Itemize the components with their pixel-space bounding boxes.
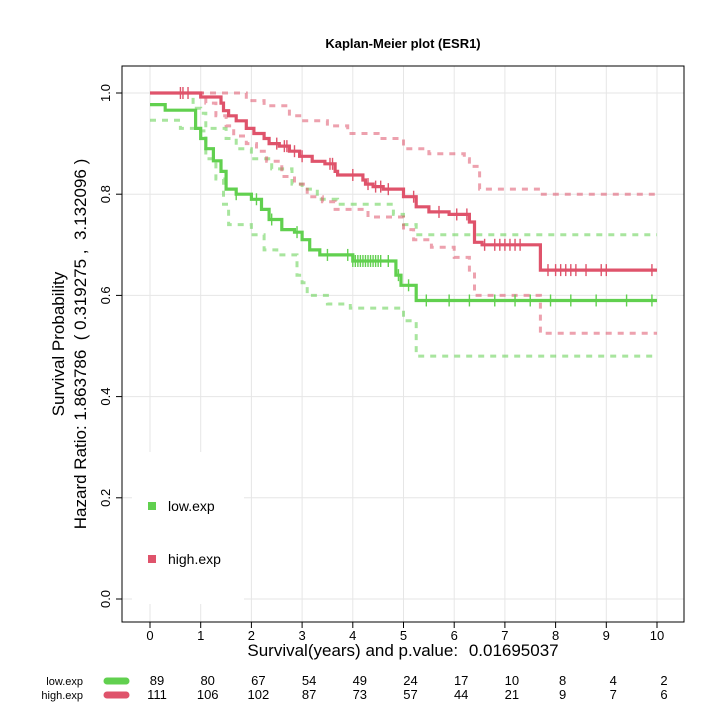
ci-lower-low-exp bbox=[150, 118, 657, 358]
legend-label-low-exp: low.exp bbox=[168, 498, 215, 514]
risk-count-low-exp: 17 bbox=[454, 673, 468, 688]
x-tick-label: 1 bbox=[197, 628, 204, 643]
risk-count-low-exp: 4 bbox=[610, 673, 617, 688]
x-axis-ticks: 0 1 2 3 4 5 6 7 8 9 10 bbox=[146, 622, 664, 643]
ci-upper-high-exp bbox=[150, 91, 657, 196]
y-axis-label: Survival Probability bbox=[49, 271, 68, 416]
legend-swatch-high-exp bbox=[148, 555, 156, 563]
risk-count-high-exp: 7 bbox=[610, 687, 617, 702]
risk-count-low-exp: 8 bbox=[559, 673, 566, 688]
x-tick-label: 10 bbox=[650, 628, 664, 643]
risk-count-low-exp: 67 bbox=[251, 673, 265, 688]
y-tick-label: 0.8 bbox=[98, 185, 113, 203]
risk-count-high-exp: 87 bbox=[302, 687, 316, 702]
confidence-bands bbox=[150, 91, 657, 358]
legend-label-high-exp: high.exp bbox=[168, 551, 221, 567]
censor-marks bbox=[179, 87, 653, 307]
ci-lower-high-exp bbox=[150, 91, 657, 335]
y-tick-label-group: 0.8 bbox=[98, 185, 113, 203]
x-tick-label: 2 bbox=[248, 628, 255, 643]
y-tick-label: 1.0 bbox=[98, 84, 113, 102]
x-tick-label: 5 bbox=[400, 628, 407, 643]
x-axis-label: Survival(years) and p.value: 0.01695037 bbox=[247, 641, 558, 660]
risk-count-low-exp: 24 bbox=[403, 673, 417, 688]
x-tick-label: 7 bbox=[501, 628, 508, 643]
y-axis-ticks: 0.0 0.2 0.4 0.6 0.8 1.0 bbox=[98, 84, 122, 608]
risk-count-low-exp: 54 bbox=[302, 673, 316, 688]
risk-count-high-exp: 73 bbox=[353, 687, 367, 702]
risk-count-high-exp: 6 bbox=[660, 687, 667, 702]
x-tick-label: 4 bbox=[349, 628, 356, 643]
risk-count-high-exp: 57 bbox=[403, 687, 417, 702]
x-tick-label: 8 bbox=[552, 628, 559, 643]
risk-row-label-low-exp: low.exp bbox=[46, 676, 83, 688]
y-tick-label-group: 0.0 bbox=[98, 590, 113, 608]
risk-count-high-exp: 44 bbox=[454, 687, 468, 702]
legend: low.exp high.exp bbox=[132, 452, 244, 604]
y-tick-label: 0.6 bbox=[98, 286, 113, 304]
y-tick-label: 0.4 bbox=[98, 388, 113, 406]
risk-count-high-exp: 9 bbox=[559, 687, 566, 702]
risk-count-low-exp: 10 bbox=[505, 673, 519, 688]
legend-swatch-low-exp bbox=[148, 502, 156, 510]
y-tick-label-group: 0.4 bbox=[98, 388, 113, 406]
risk-count-high-exp: 102 bbox=[248, 687, 270, 702]
legend-background bbox=[132, 452, 244, 604]
risk-row-label-high-exp: high.exp bbox=[41, 690, 83, 702]
risk-count-high-exp: 21 bbox=[505, 687, 519, 702]
x-tick-label: 3 bbox=[298, 628, 305, 643]
hazard-ratio-label: Hazard Ratio: 1.863786 ( 0.319275 , 3.13… bbox=[71, 159, 90, 529]
y-tick-label-group: 0.6 bbox=[98, 286, 113, 304]
y-tick-label-group: 1.0 bbox=[98, 84, 113, 102]
p-value: 0.01695037 bbox=[469, 641, 559, 660]
y-tick-label-group: 0.2 bbox=[98, 489, 113, 507]
x-tick-label: 0 bbox=[146, 628, 153, 643]
risk-count-high-exp: 111 bbox=[147, 687, 167, 702]
risk-count-low-exp: 49 bbox=[353, 673, 367, 688]
x-tick-label: 9 bbox=[603, 628, 610, 643]
chart-title: Kaplan-Meier plot (ESR1) bbox=[325, 36, 480, 51]
risk-count-high-exp: 106 bbox=[197, 687, 219, 702]
y-tick-label: 0.0 bbox=[98, 590, 113, 608]
risk-count-low-exp: 2 bbox=[660, 673, 667, 688]
y-tick-label: 0.2 bbox=[98, 489, 113, 507]
x-tick-label: 6 bbox=[451, 628, 458, 643]
risk-count-low-exp: 80 bbox=[200, 673, 214, 688]
risk-count-low-exp: 89 bbox=[150, 673, 164, 688]
